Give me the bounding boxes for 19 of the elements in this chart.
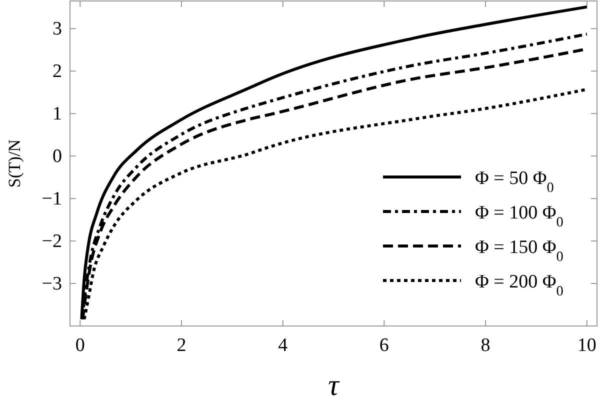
x-axis-title: τ [328,369,340,402]
legend-label: Φ = 150 Φ$_{0}$ [475,237,564,265]
y-tick-label: 3 [52,18,62,40]
x-tick-label: 6 [379,335,389,356]
x-tick-label: 10 [577,335,596,356]
y-tick-label: 1 [52,104,62,125]
x-tick-label: 8 [480,335,490,356]
x-tick-label: 0 [75,335,85,356]
y-tick-label: −2 [42,231,62,252]
x-tick-label: 2 [176,335,186,356]
x-tick-label: 4 [278,335,288,356]
y-tick-label: 2 [52,61,62,82]
legend-label: Φ = 50 Φ$_{0}$ [475,168,554,196]
y-tick-label: 0 [52,146,62,168]
legend-label: Φ = 100 Φ$_{0}$ [475,202,564,230]
y-tick-label: −3 [42,274,62,295]
y-tick-label: −1 [42,188,62,210]
y-axis-title: S(T)/N [5,139,24,188]
legend-label: Φ = 200 Φ$_{0}$ [475,272,564,300]
